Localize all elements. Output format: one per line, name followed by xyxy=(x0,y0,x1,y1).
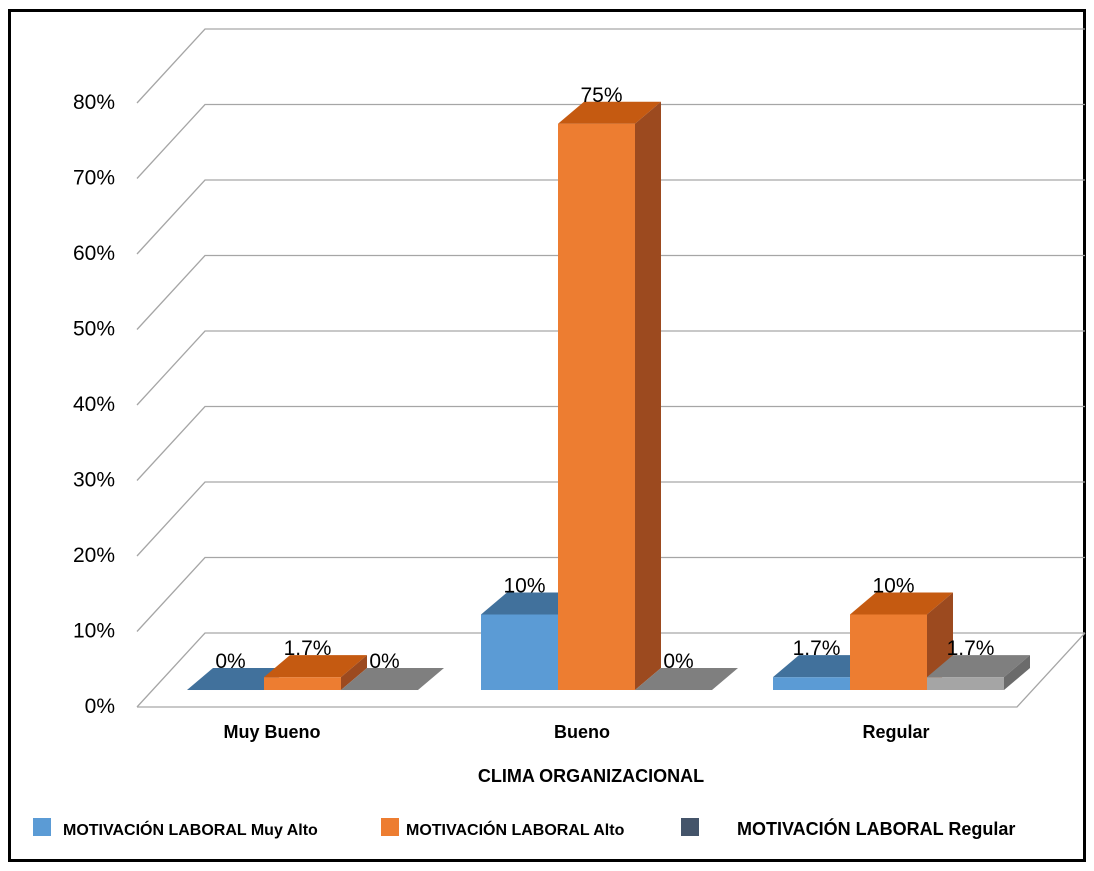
gridline xyxy=(136,632,1085,708)
floor-edge xyxy=(137,632,1086,708)
data-label: 0% xyxy=(369,650,399,673)
gridline xyxy=(136,330,1085,406)
bar-series3-regular-side xyxy=(1004,655,1030,690)
chart-frame xyxy=(8,9,1086,862)
bar-series2-bueno-front xyxy=(558,123,635,690)
bar-series3-regular-front xyxy=(927,677,1004,690)
y-tick-label: 80% xyxy=(73,91,115,114)
bar-series2-regular-top xyxy=(850,592,953,615)
legend-swatch xyxy=(681,818,699,836)
data-label: 0% xyxy=(663,650,693,673)
legend-label: MOTIVACIÓN LABORAL Muy Alto xyxy=(63,820,318,839)
legend-label: MOTIVACIÓN LABORAL Alto xyxy=(406,820,625,839)
y-tick-label: 70% xyxy=(73,167,115,190)
bar-series3-regular-top xyxy=(927,655,1030,678)
data-label: 0% xyxy=(215,650,245,673)
bar-series1-regular-front xyxy=(773,677,850,690)
data-label: 10% xyxy=(503,575,545,598)
bar-series2-muy-bueno-top xyxy=(264,655,367,678)
gridline xyxy=(136,179,1085,255)
data-label: 1.7% xyxy=(284,637,332,660)
gridline xyxy=(136,405,1085,481)
bar-series2-bueno-top xyxy=(558,101,661,124)
y-tick-label: 30% xyxy=(73,469,115,492)
bar-series2-muy-bueno-front xyxy=(264,677,341,690)
data-label: 10% xyxy=(872,575,914,598)
y-tick-label: 20% xyxy=(73,544,115,567)
y-tick-label: 60% xyxy=(73,242,115,265)
gridline xyxy=(136,556,1085,632)
bar-series2-muy-bueno-side xyxy=(341,655,367,690)
x-tick-label: Muy Bueno xyxy=(224,722,321,742)
x-axis-title: CLIMA ORGANIZACIONAL xyxy=(478,766,704,786)
x-tick-label: Bueno xyxy=(554,722,610,742)
gridline xyxy=(136,103,1085,179)
bar-series1-bueno-front xyxy=(481,614,558,690)
gridline xyxy=(136,481,1085,557)
y-tick-label: 10% xyxy=(73,620,115,643)
y-tick-label: 40% xyxy=(73,393,115,416)
bar-series2-bueno-side xyxy=(635,101,661,690)
bar-series3-muy-bueno-top xyxy=(341,668,444,690)
x-tick-label: Regular xyxy=(862,722,929,742)
legend-swatch xyxy=(381,818,399,836)
data-label: 1.7% xyxy=(947,637,995,660)
data-label: 75% xyxy=(580,84,622,107)
bar-series2-regular-front xyxy=(850,614,927,690)
y-tick-label: 50% xyxy=(73,318,115,341)
gridline xyxy=(136,254,1085,330)
legend-swatch xyxy=(33,818,51,836)
legend-label: MOTIVACIÓN LABORAL Regular xyxy=(737,818,1015,839)
gridline xyxy=(136,28,1085,104)
bar-series3-bueno-top xyxy=(635,668,738,690)
y-tick-label: 0% xyxy=(85,695,115,718)
data-label: 1.7% xyxy=(793,637,841,660)
